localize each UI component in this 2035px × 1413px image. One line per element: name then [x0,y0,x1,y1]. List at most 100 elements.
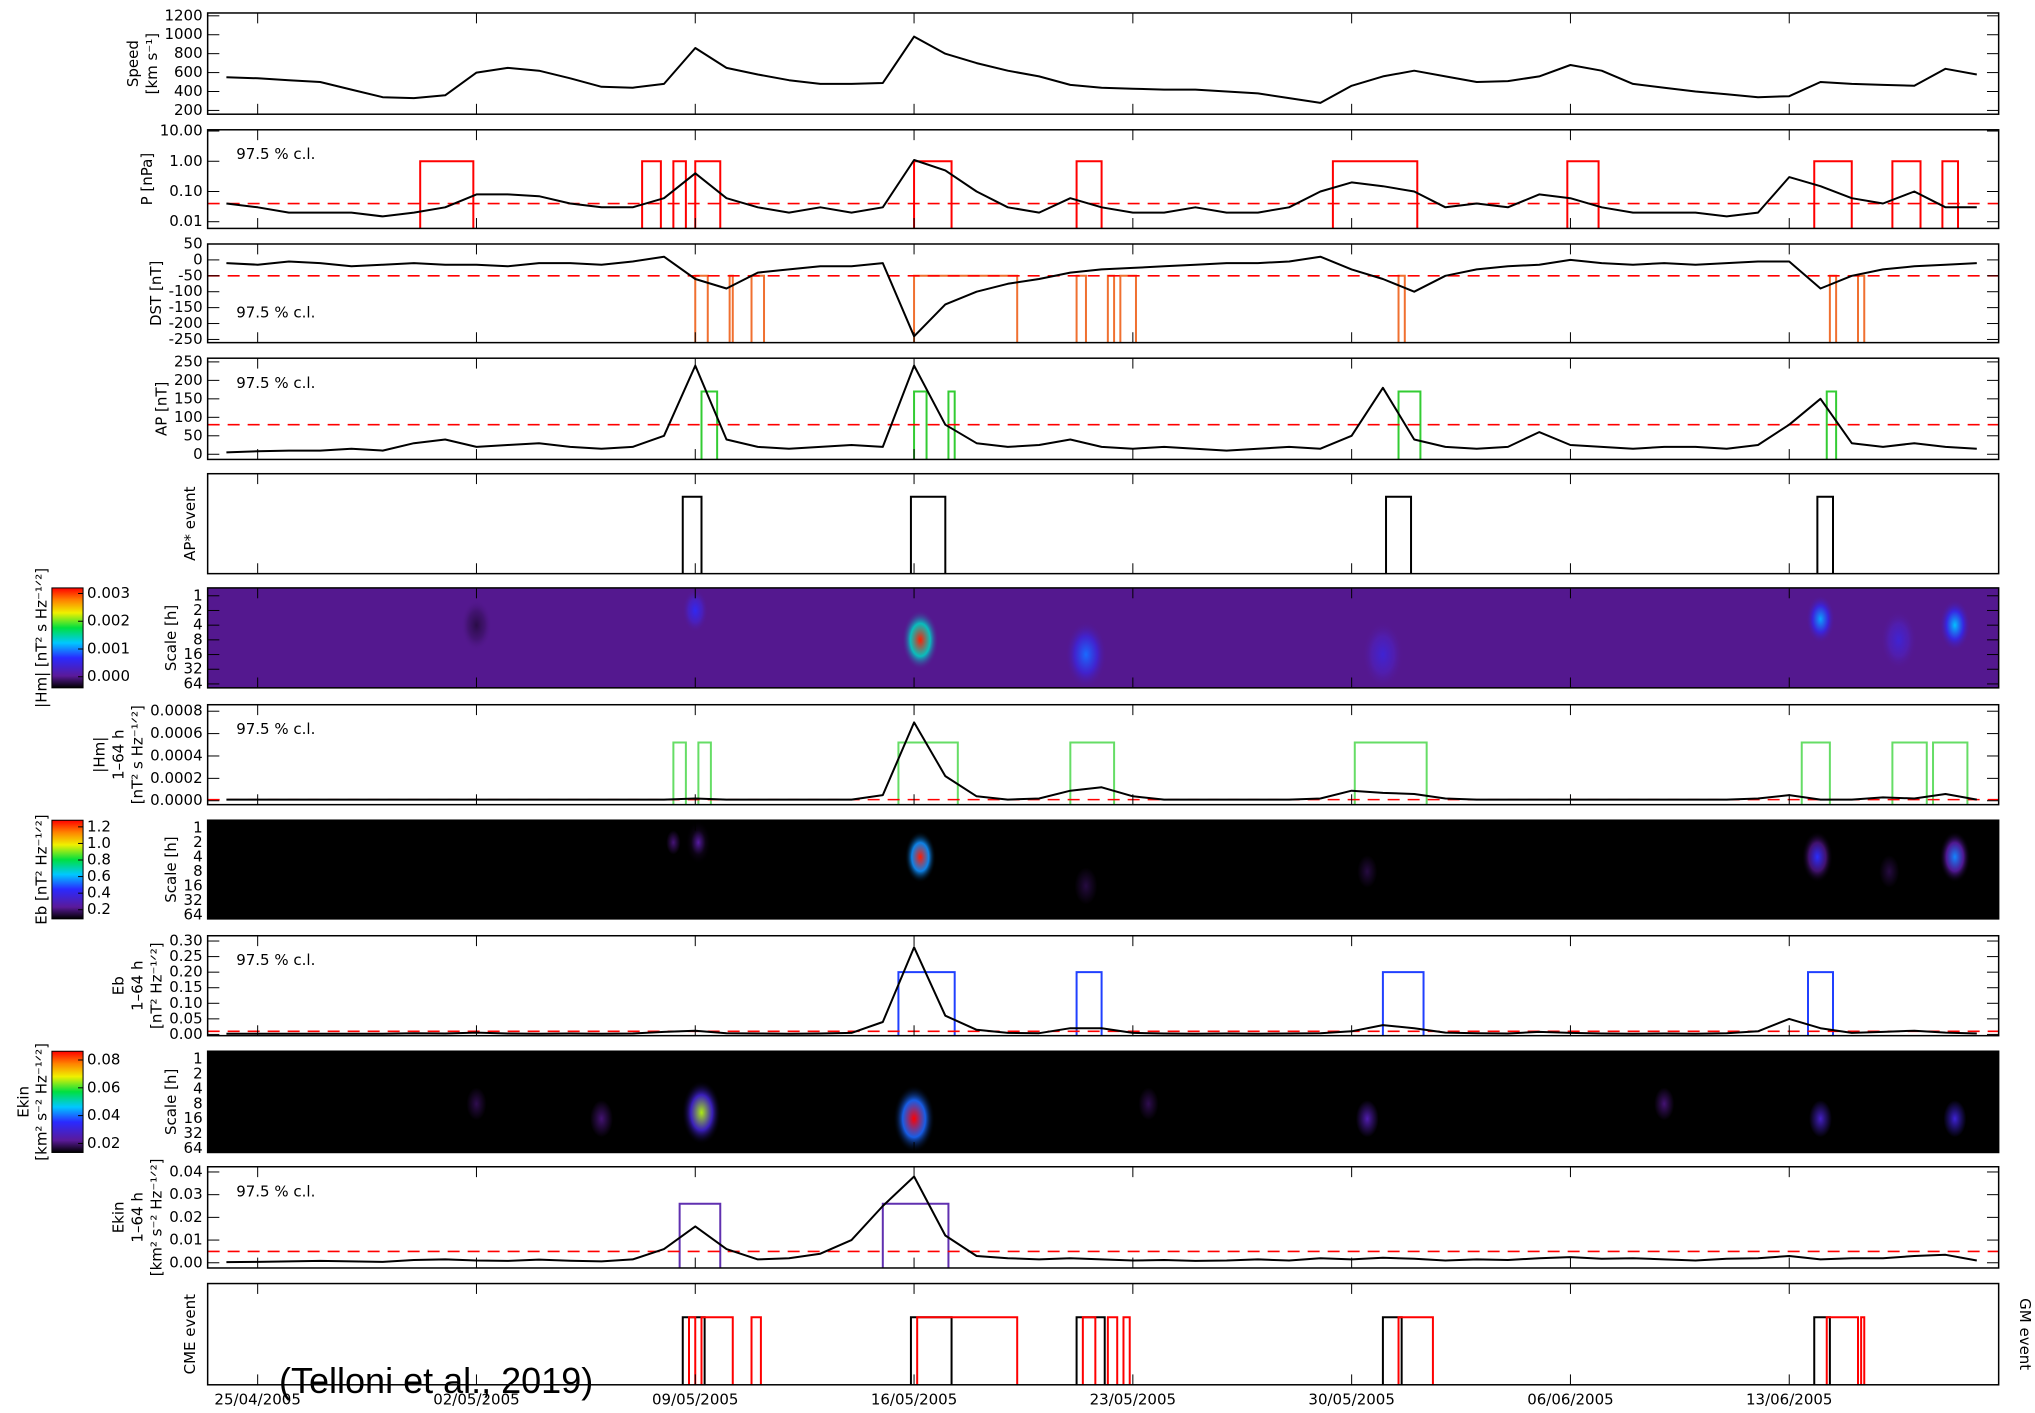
colorbar-tick-label: 0.04 [87,1106,120,1124]
event-box [1813,160,1853,229]
event-box [1069,741,1116,805]
y-tick-label: 8 [193,1094,203,1112]
y-tick-label: 1000 [164,25,202,43]
y-axis-label: 1–64 h [129,961,147,1011]
event-box [1381,971,1425,1036]
event-box [1891,741,1928,805]
heatmap-cell [904,831,936,883]
y-tick-label: 250 [174,352,203,370]
y-axis-label: |Hm| [91,737,109,773]
event-box [1825,1316,1860,1385]
y-tick-label: 0.15 [169,978,202,996]
y-tick-label: 64 [184,1139,203,1157]
colorbar-tick-label: 0.02 [87,1134,120,1152]
citation: (Telloni et al., 2019) [279,1360,593,1401]
y-axis-label: 1–64 h [110,729,128,779]
y-tick-label: 16 [184,645,203,663]
event-box [681,495,703,574]
y-tick-label: 0.10 [169,994,202,1012]
y-tick-label: -200 [169,314,203,332]
panel-plot [207,946,1999,1036]
y-tick-label: 100 [174,408,203,426]
y-axis-label: [km² s⁻² Hz⁻¹ᐟ²] [148,1158,166,1276]
y-axis-label: Scale [h] [162,836,180,902]
heatmap-cell [1801,831,1833,883]
y-tick-label: 0.00 [169,1025,202,1043]
y-tick-label: 0.10 [169,182,202,200]
colorbar-tick-label: 1.0 [87,834,111,852]
colorbar-tick-label: 0.2 [87,900,111,918]
y-axis-label: CME event [181,1294,199,1375]
y-axis-label: [nT² s Hz⁻¹ᐟ²] [129,705,147,804]
panel-frame [206,587,2000,689]
event-box [672,741,687,805]
x-tick-label: 30/05/2005 [1308,1390,1394,1408]
heatmap-cell [1130,1074,1167,1134]
event-box [1081,1316,1097,1385]
y-tick-label: 0.04 [169,1162,202,1180]
y-tick-label: 1200 [164,6,202,24]
y-tick-label: 0.20 [169,963,202,981]
heatmap-cell [1362,620,1404,688]
panel-frame [206,243,2000,344]
heatmap-cell [893,1085,935,1153]
y-tick-label: -100 [169,282,203,300]
y-tick-label: 4 [193,1079,203,1097]
data-line [226,364,1977,454]
y-tick-label: 0 [193,445,203,463]
heatmap-cell [580,1085,623,1153]
annotation: 97.5 % c.l. [236,374,315,392]
y-axis-label: Ekin [110,1201,128,1233]
y-tick-label: 64 [184,674,203,692]
x-tick-label: 06/06/2005 [1527,1390,1613,1408]
y-tick-label: -50 [178,266,203,284]
colorbar [51,1050,84,1153]
event-box [697,741,712,805]
event-box [1816,495,1834,574]
event-box [641,160,662,229]
panel-plot [207,159,1999,229]
colorbar-label: Eb [nT² Hz⁻¹ᐟ²] [32,814,50,924]
y-axis-label: Speed [124,40,142,87]
panel-frame [206,129,2000,230]
panel-plot [207,364,1999,460]
y-tick-label: 32 [184,891,203,909]
panel-plot [226,35,1977,104]
event-box [700,1316,734,1385]
heatmap-cell [1871,841,1908,902]
y-tick-label: 150 [174,389,203,407]
x-tick-label: 23/05/2005 [1090,1390,1176,1408]
annotation: 97.5 % c.l. [236,951,315,969]
heatmap-cell [681,1080,722,1145]
event-box [694,274,709,343]
event-box [1381,1316,1403,1385]
y-tick-label: 0.0004 [150,746,203,764]
event-box [913,160,953,229]
event-box [916,1316,1019,1385]
x-tick-label: 16/05/2005 [871,1390,957,1408]
y-tick-label: 0.30 [169,932,202,950]
heatmap-cell [458,1074,495,1134]
y-tick-label: 16 [184,1109,203,1127]
y-tick-label: 8 [193,630,203,648]
colorbar-tick-label: 0.06 [87,1078,120,1096]
event-box [694,160,722,229]
heatmap-cell [1934,1085,1976,1153]
y-tick-label: 0.03 [169,1185,202,1203]
event-box [881,1202,950,1268]
event-box [1566,160,1600,229]
x-tick-label: 09/05/2005 [652,1390,738,1408]
colorbar-tick-label: 0.6 [87,867,111,885]
event-box [1075,971,1103,1036]
x-tick-label: 02/05/2005 [433,1390,519,1408]
event-box [1331,160,1419,229]
y-tick-label: 800 [174,44,203,62]
y-axis-label: Eb [110,976,128,995]
y-axis-label: Scale [h] [162,605,180,671]
event-box [688,1316,697,1385]
panel-frame [206,472,2000,575]
heatmap-cell [1065,852,1107,919]
y-tick-label: 0.0008 [150,702,203,720]
y-tick-label: 64 [184,905,203,923]
